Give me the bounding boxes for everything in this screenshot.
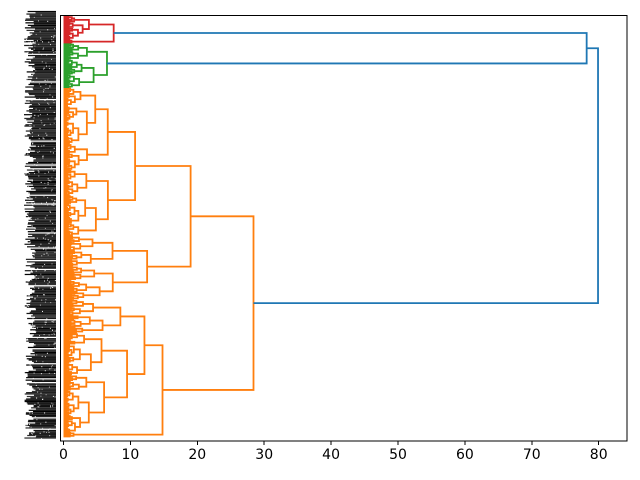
x-tick-label: 10 xyxy=(121,447,139,463)
x-tick-label: 60 xyxy=(456,447,474,463)
x-tick-label: 50 xyxy=(389,447,407,463)
above-threshold-links xyxy=(106,32,599,305)
leaf-label-strip xyxy=(24,10,56,440)
x-tick-label: 70 xyxy=(523,447,541,463)
plot-border xyxy=(60,15,628,442)
dendrogram-links xyxy=(63,15,599,438)
x-tick-label: 30 xyxy=(255,447,273,463)
x-tick-label: 20 xyxy=(188,447,206,463)
x-tick-label: 0 xyxy=(59,447,68,463)
x-axis: 0 10 20 30 40 50 60 70 80 xyxy=(59,441,608,463)
x-tick-label: 40 xyxy=(322,447,340,463)
x-tick-label: 80 xyxy=(590,447,608,463)
